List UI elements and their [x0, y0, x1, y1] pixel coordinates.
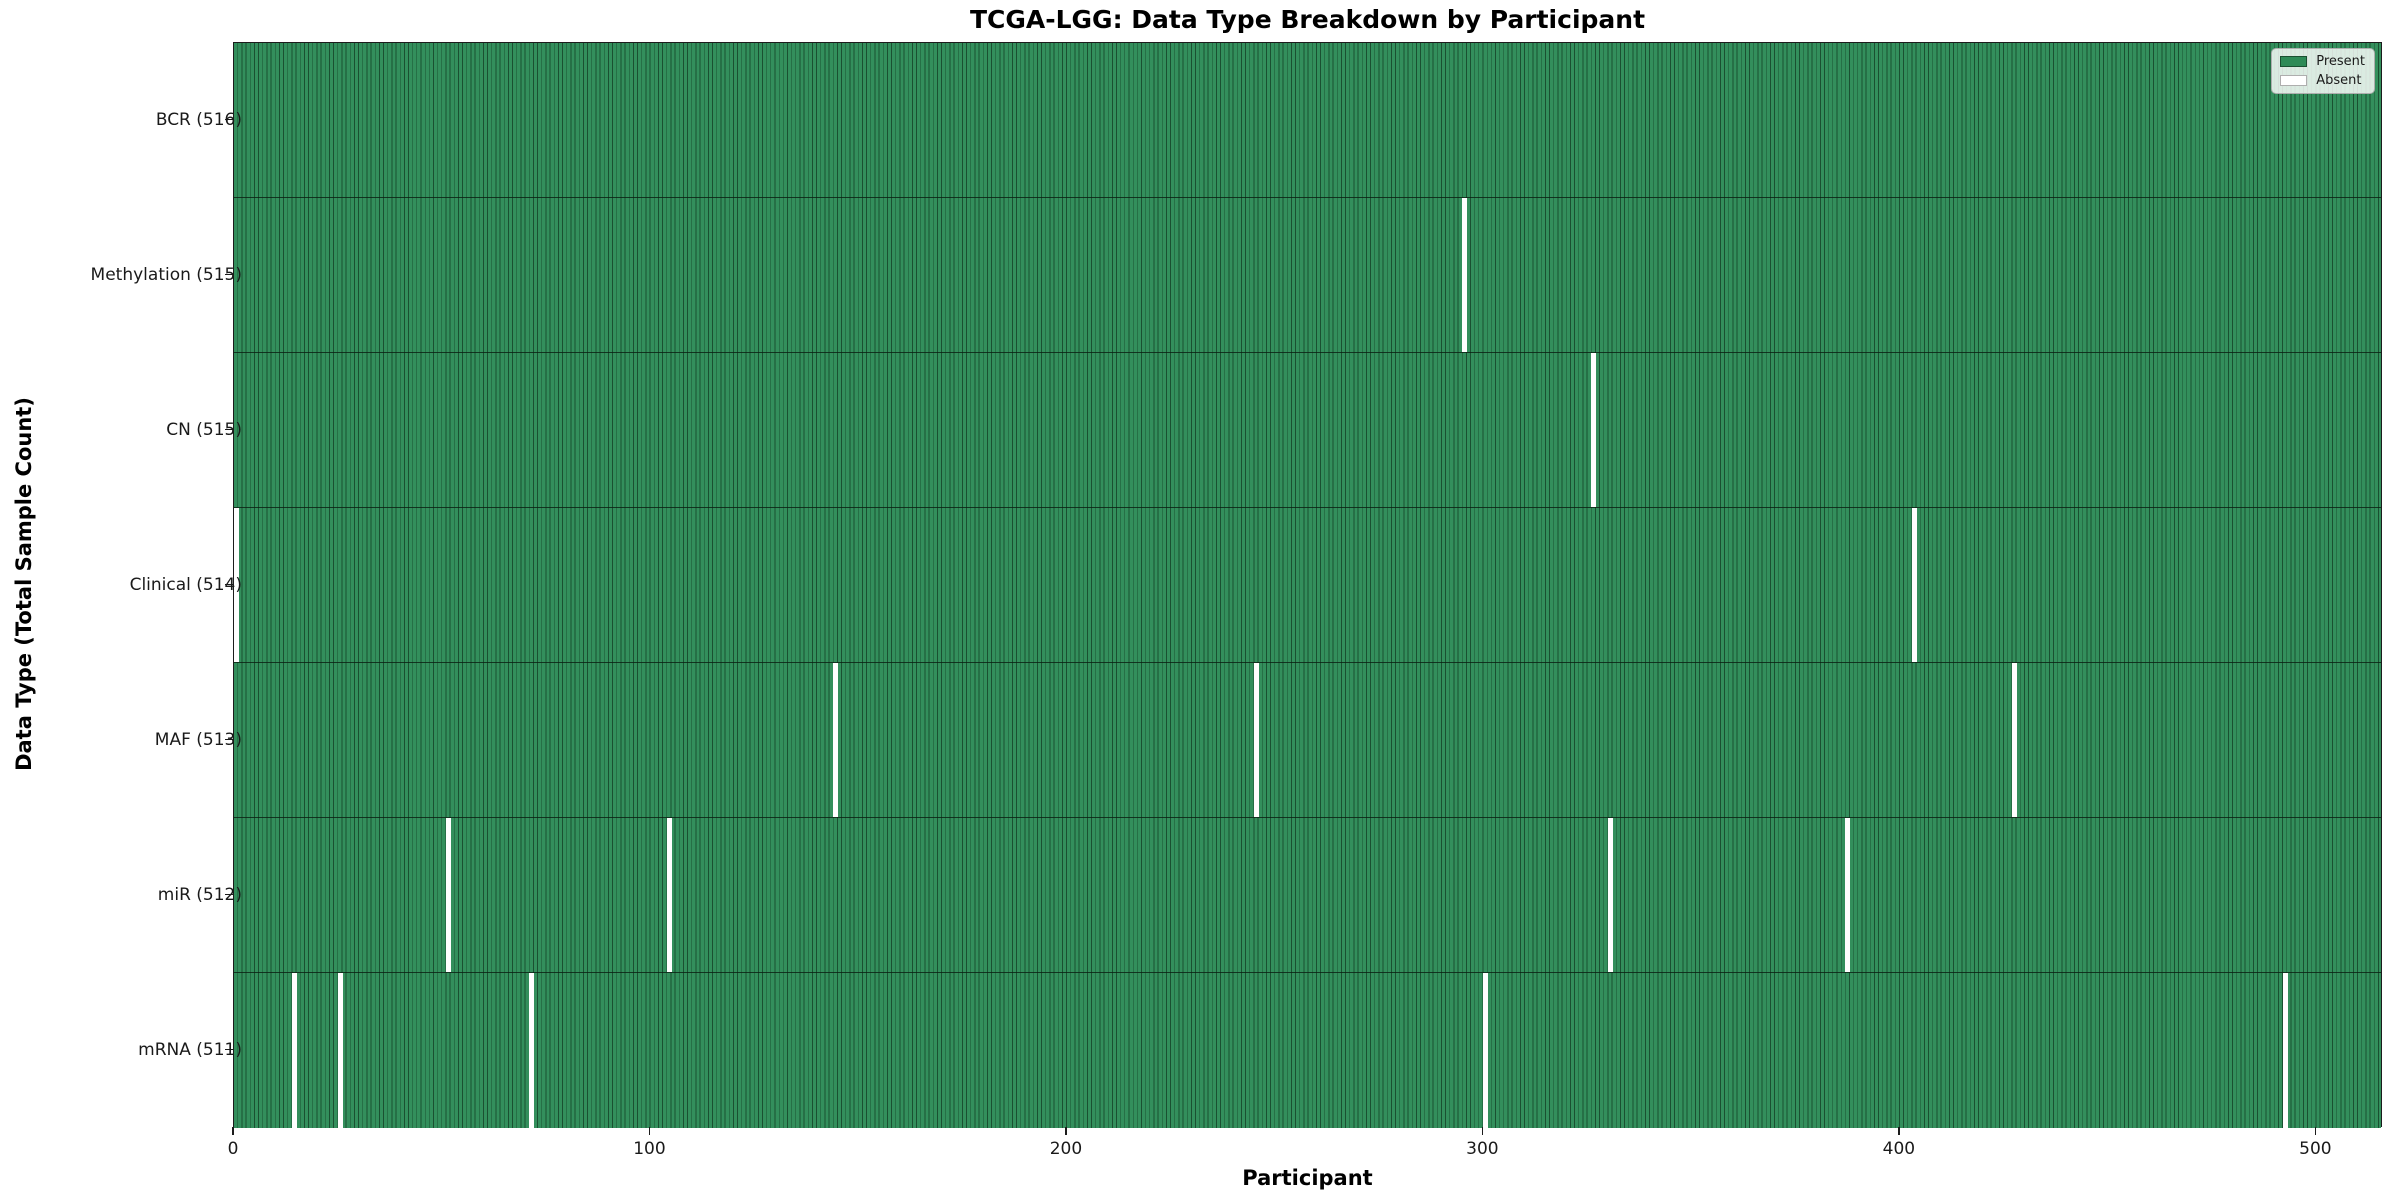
y-tick-mark-MAF: [225, 738, 233, 741]
absent-swatch-icon: [2280, 75, 2308, 86]
heatmap-row-Clinical: [234, 508, 2381, 663]
x-tick-mark-300: [1481, 1127, 1484, 1135]
x-tick-label-300: 300: [1466, 1139, 1499, 1159]
absent-gap-mRNA-25: [337, 973, 343, 1128]
legend-item-present: Present: [2280, 55, 2365, 68]
x-axis-label: Participant: [1242, 1166, 1373, 1190]
x-tick-label-400: 400: [1882, 1139, 1916, 1159]
legend: Present Absent: [2271, 48, 2375, 94]
absent-gap-mRNA-300: [1482, 973, 1489, 1128]
y-tick-label-Clinical: Clinical (514): [129, 574, 242, 595]
x-tick-label-500: 500: [2299, 1139, 2332, 1159]
legend-label-absent: Absent: [2316, 73, 2362, 88]
absent-gap-Methylation-295: [1462, 198, 1468, 352]
absent-gap-miR-387: [1845, 818, 1851, 972]
absent-gap-CN-326: [1591, 353, 1597, 507]
heatmap-row-miR: [234, 818, 2381, 973]
absent-gap-MAF-245: [1253, 663, 1259, 817]
absent-gap-miR-104: [666, 818, 672, 972]
heatmap-row-MAF: [234, 663, 2381, 818]
absent-gap-miR-330: [1607, 818, 1614, 972]
present-swatch-icon: [2280, 56, 2308, 67]
y-tick-mark-Clinical: [225, 583, 233, 586]
chart-title: TCGA-LGG: Data Type Breakdown by Partici…: [969, 5, 1646, 34]
x-tick-label-0: 0: [227, 1139, 239, 1159]
y-tick-mark-Methylation: [225, 273, 233, 276]
y-tick-label-miR: miR (512): [157, 884, 242, 905]
absent-gap-MAF-427: [2011, 663, 2017, 817]
y-tick-mark-miR: [225, 893, 233, 896]
absent-gap-MAF-144: [833, 663, 839, 817]
y-tick-label-Methylation: Methylation (515): [90, 264, 242, 285]
x-tick-mark-400: [1898, 1127, 1900, 1135]
heatmap-rows: [234, 43, 2381, 1128]
x-tick-mark-500: [2314, 1127, 2317, 1135]
absent-gap-mRNA-71: [529, 973, 535, 1128]
x-tick-mark-100: [648, 1127, 651, 1135]
heatmap-row-CN: [234, 353, 2381, 508]
x-tick-mark-200: [1065, 1127, 1067, 1135]
y-tick-mark-CN: [225, 428, 233, 431]
legend-item-absent: Absent: [2280, 74, 2365, 87]
absent-gap-miR-51: [445, 818, 452, 972]
y-tick-mark-mRNA: [225, 1048, 233, 1051]
absent-gap-Clinical-0: [234, 508, 240, 662]
y-tick-label-mRNA: mRNA (511): [138, 1039, 242, 1060]
plot-area: Present Absent: [233, 42, 2382, 1128]
absent-gap-mRNA-492: [2282, 973, 2288, 1128]
x-tick-label-200: 200: [1049, 1139, 1083, 1159]
absent-gap-Clinical-403: [1911, 508, 1918, 662]
heatmap-row-mRNA: [234, 973, 2381, 1128]
legend-label-present: Present: [2316, 54, 2365, 69]
heatmap-row-BCR: [234, 43, 2381, 198]
absent-gap-mRNA-14: [291, 973, 297, 1128]
y-axis-label: Data Type (Total Sample Count): [12, 397, 36, 771]
x-tick-label-100: 100: [633, 1139, 666, 1159]
y-tick-label-MAF: MAF (513): [154, 729, 242, 750]
x-tick-mark-0: [232, 1127, 234, 1135]
y-tick-label-BCR: BCR (516): [155, 109, 242, 130]
heatmap-row-Methylation: [234, 198, 2381, 353]
y-tick-mark-BCR: [225, 118, 233, 121]
y-tick-label-CN: CN (515): [166, 419, 242, 440]
